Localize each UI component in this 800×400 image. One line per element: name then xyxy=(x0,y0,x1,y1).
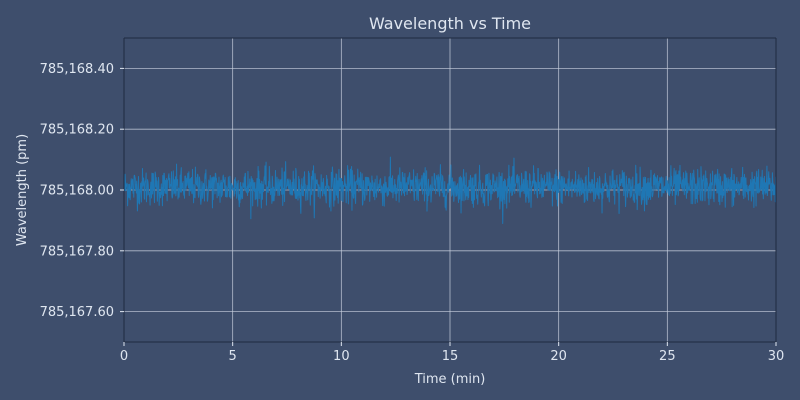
tick-layer: 0 5 10 15 20 25 30 785,167.60 785,167.80 785,168.… xyxy=(40,62,785,364)
x-tick-label: 15 xyxy=(442,349,459,364)
x-tick-label: 0 xyxy=(120,349,128,364)
y-tick-label: 785,168.40 xyxy=(40,62,114,77)
x-tick-label: 25 xyxy=(659,349,676,364)
x-tick-label: 30 xyxy=(768,349,785,364)
y-axis-label: Wavelength (pm) xyxy=(15,134,30,246)
wavelength-series-line xyxy=(123,156,777,224)
chart-title: Wavelength vs Time xyxy=(369,14,531,33)
y-tick-label: 785,168.00 xyxy=(40,184,114,199)
x-tick-label: 10 xyxy=(333,349,350,364)
y-tick-label: 785,167.80 xyxy=(40,244,114,259)
x-tick-label: 20 xyxy=(550,349,567,364)
y-tick-label: 785,167.60 xyxy=(40,305,114,320)
y-tick-label: 785,168.20 xyxy=(40,123,114,138)
x-tick-label: 5 xyxy=(229,349,237,364)
x-axis-label: Time (min) xyxy=(414,372,486,387)
series-layer xyxy=(123,156,777,224)
